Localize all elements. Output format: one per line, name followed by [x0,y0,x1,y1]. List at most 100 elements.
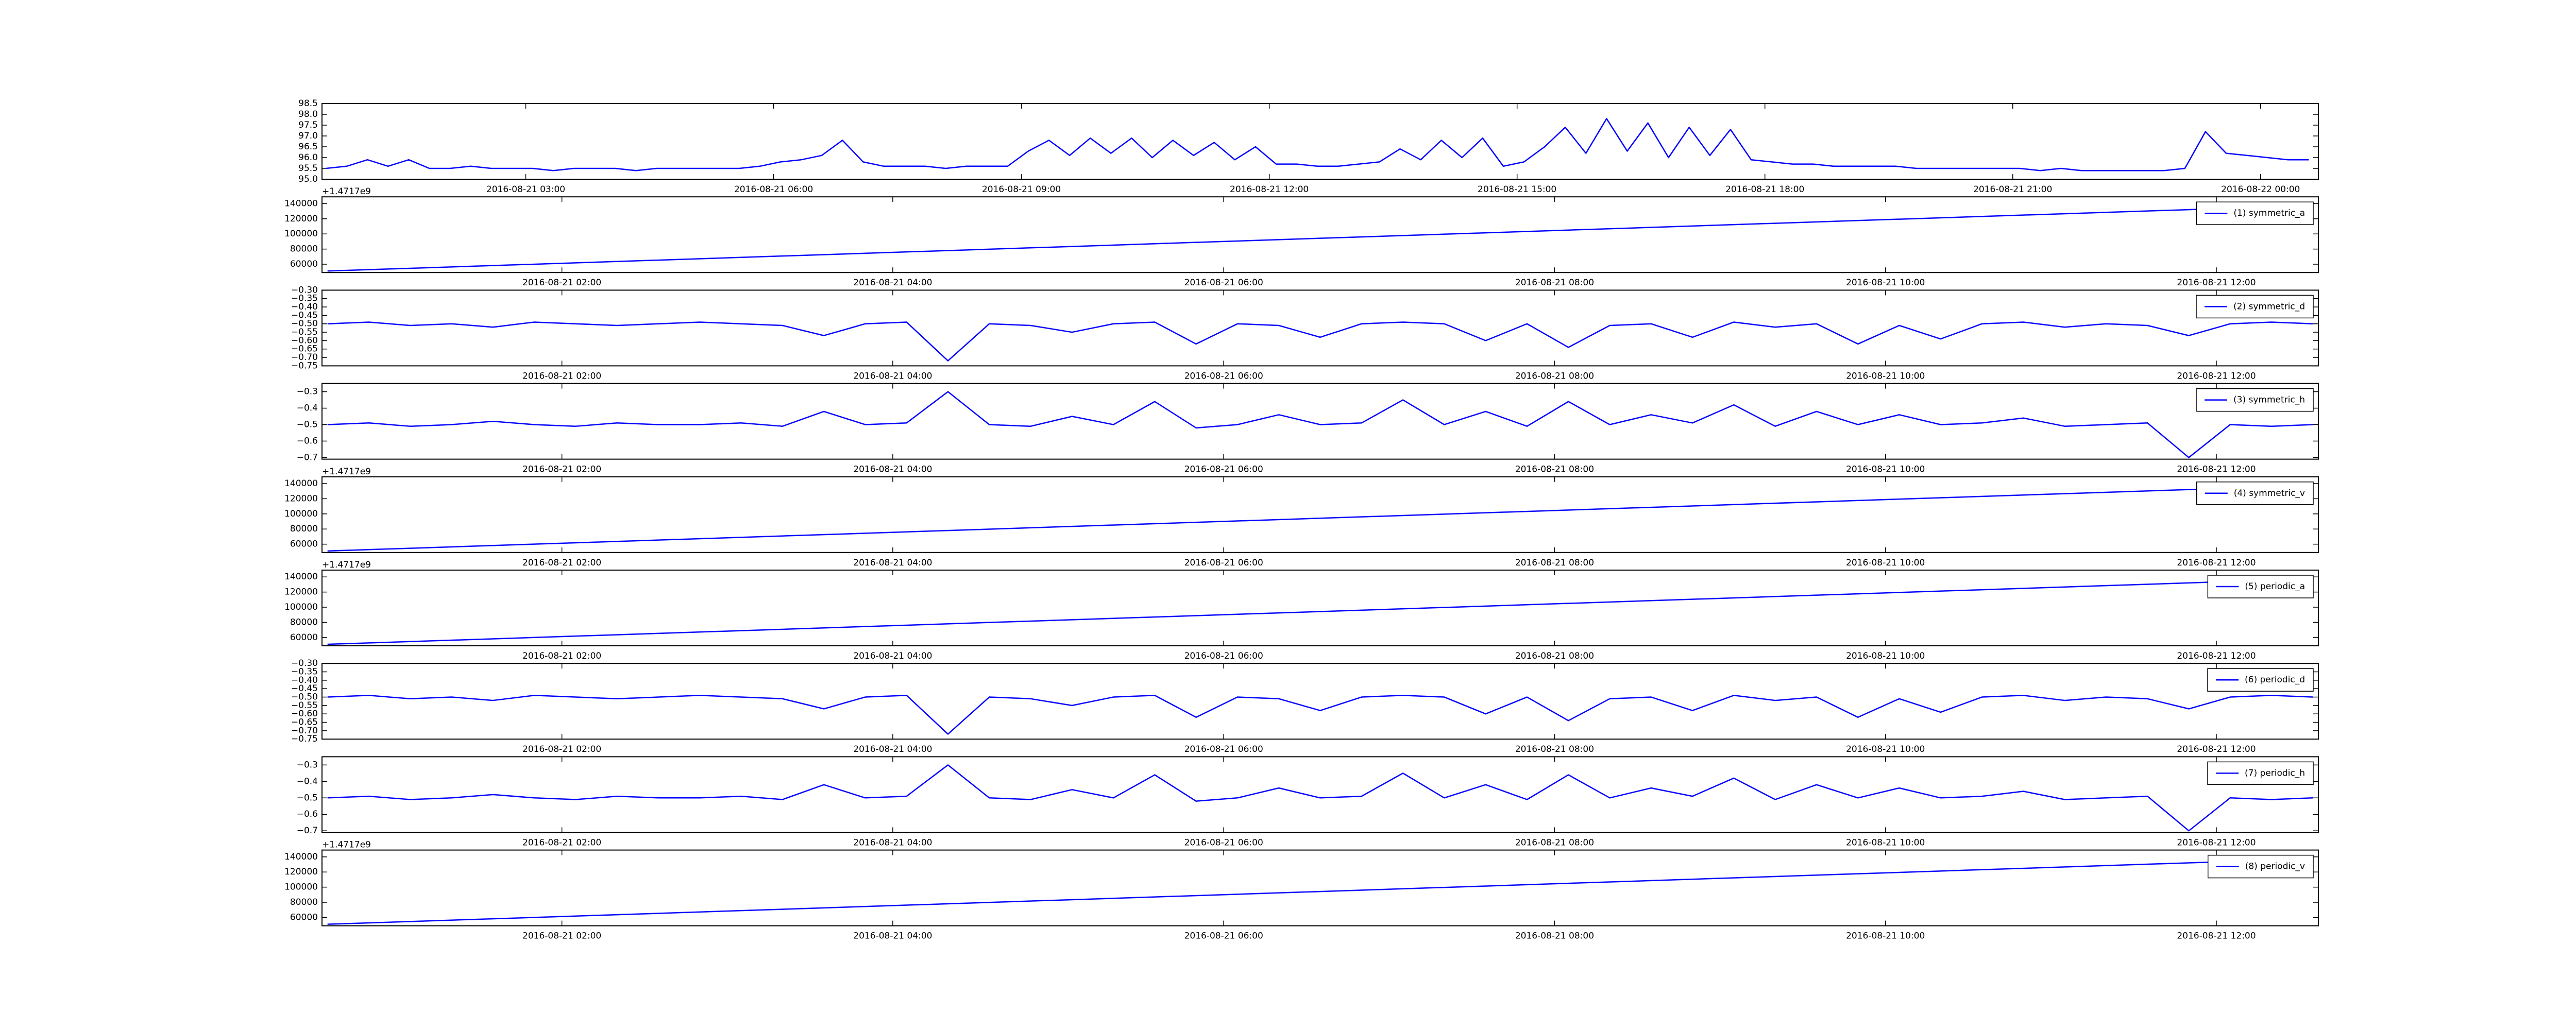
y-tick-label: −0.65 [291,344,318,354]
y-tick-label: 98.0 [298,109,318,119]
x-tick-label: 2016-08-21 09:00 [982,184,1061,195]
x-tick-label: 2016-08-21 08:00 [1515,931,1594,941]
subplot: −0.7 −0.6 −0.5 −0.4 −0.3 2016-08-21 02:00 2016… [297,756,2319,848]
x-tick-label: 2016-08-21 12:00 [2177,558,2256,568]
y-tick-label: −0.75 [291,360,318,371]
x-tick-label: 2016-08-21 12:00 [2177,651,2256,661]
y-tick-label: 120000 [284,867,318,877]
legend-label: (3) symmetric_h [2233,395,2305,405]
x-tick-label: 2016-08-21 08:00 [1515,371,1594,381]
x-tick-label: 2016-08-21 02:00 [522,278,601,288]
x-tick-label: 2016-08-21 08:00 [1515,465,1594,475]
y-tick-label: −0.45 [291,683,318,694]
x-tick-label: 2016-08-21 02:00 [522,651,601,661]
x-tick-label: 2016-08-21 06:00 [734,184,813,195]
x-tick-label: 2016-08-21 12:00 [2177,465,2256,475]
subplot: −0.75−0.70−0.65−0.60−0.55−0.50−0.45−0.40… [291,285,2319,381]
data-line [327,321,2313,362]
legend-label: (2) symmetric_d [2233,301,2305,312]
y-tick-label: −0.6 [297,436,318,446]
y-tick-label: 97.5 [298,120,318,130]
data-line [327,858,2313,925]
legend-label: (1) symmetric_a [2233,208,2305,218]
y-offset-label: +1.4717e9 [322,560,371,570]
legend: (2) symmetric_d [2196,295,2314,319]
y-tick-label: 100000 [284,229,318,239]
x-tick-label: 2016-08-22 00:00 [2221,184,2300,195]
axes-frame [321,570,2319,646]
x-tick-label: 2016-08-21 10:00 [1846,744,1925,754]
axes-frame [321,103,2319,180]
y-tick-label: −0.50 [291,692,318,702]
subplot: −0.7 −0.6 −0.5 −0.4 −0.3 2016-08-21 02:00 2016… [297,383,2319,475]
y-offset-label: +1.4717e9 [322,186,371,197]
y-tick-label: 140000 [284,852,318,862]
y-tick-label: −0.3 [297,760,318,770]
data-line [327,578,2313,645]
legend: (1) symmetric_a [2196,201,2314,225]
y-tick-label: −0.4 [297,403,318,414]
y-tick-label: 96.5 [298,142,318,152]
x-tick-label: 2016-08-21 02:00 [522,837,601,848]
x-tick-label: 2016-08-21 04:00 [853,465,932,475]
legend-label: (4) symmetric_v [2234,488,2305,499]
axes-frame [321,383,2319,460]
x-tick-label: 2016-08-21 02:00 [522,465,601,475]
axes-frame [321,849,2319,926]
y-tick-label: −0.6 [297,809,318,819]
subplot: 60000 80000 100000 120000 140000 2016-08-21 0… [284,840,2319,941]
x-tick-label: 2016-08-21 04:00 [853,651,932,661]
data-line [327,764,2313,832]
y-tick-label: 95.0 [298,174,318,184]
subplot: 95.095.596.096.597.097.598.098.5 2016-08-… [298,98,2319,195]
x-tick-label: 2016-08-21 02:00 [522,744,601,754]
y-tick-label: −0.75 [291,734,318,744]
y-tick-label: 120000 [284,214,318,224]
y-tick-label: 60000 [290,539,318,550]
y-tick-label: −0.35 [291,294,318,304]
y-tick-label: 98.5 [298,98,318,109]
x-tick-label: 2016-08-21 10:00 [1846,465,1925,475]
x-tick-label: 2016-08-21 08:00 [1515,278,1594,288]
x-tick-label: 2016-08-21 06:00 [1184,371,1263,381]
axes-frame [321,756,2319,833]
y-tick-label: −0.5 [297,419,318,430]
y-tick-label: −0.70 [291,726,318,736]
x-tick-label: 2016-08-21 10:00 [1846,651,1925,661]
legend: (4) symmetric_v [2196,482,2314,505]
y-tick-label: 100000 [284,602,318,612]
x-tick-label: 2016-08-21 08:00 [1515,744,1594,754]
y-tick-label: −0.45 [291,310,318,320]
x-tick-label: 2016-08-21 02:00 [522,558,601,568]
y-tick-label: 120000 [284,493,318,504]
data-line [327,485,2313,552]
data-line [327,695,2313,735]
y-tick-label: 100000 [284,509,318,519]
y-tick-label: 140000 [284,198,318,209]
x-tick-label: 2016-08-21 04:00 [853,931,932,941]
x-tick-label: 2016-08-21 04:00 [853,558,932,568]
legend-label: (6) periodic_d [2245,675,2305,685]
x-tick-label: 2016-08-21 06:00 [1184,744,1263,754]
legend-label: (5) periodic_a [2245,581,2305,592]
x-tick-label: 2016-08-21 21:00 [1973,184,2052,195]
x-tick-label: 2016-08-21 12:00 [2177,278,2256,288]
x-tick-label: 2016-08-21 10:00 [1846,931,1925,941]
y-tick-label: −0.7 [297,452,318,462]
x-tick-label: 2016-08-21 12:00 [1230,184,1309,195]
subplot: 60000 80000 100000 120000 140000 2016-08-21 0… [284,186,2319,288]
x-tick-label: 2016-08-21 04:00 [853,744,932,754]
y-tick-label: −0.3 [297,387,318,397]
x-tick-label: 2016-08-21 06:00 [1184,931,1263,941]
x-tick-label: 2016-08-21 10:00 [1846,558,1925,568]
y-tick-label: 80000 [290,244,318,254]
x-tick-label: 2016-08-21 06:00 [1184,651,1263,661]
y-tick-label: 60000 [290,912,318,922]
y-tick-label: 120000 [284,587,318,597]
x-tick-label: 2016-08-21 06:00 [1184,837,1263,848]
x-tick-label: 2016-08-21 18:00 [1725,184,1804,195]
x-tick-label: 2016-08-21 10:00 [1846,278,1925,288]
y-tick-label: 140000 [284,572,318,582]
